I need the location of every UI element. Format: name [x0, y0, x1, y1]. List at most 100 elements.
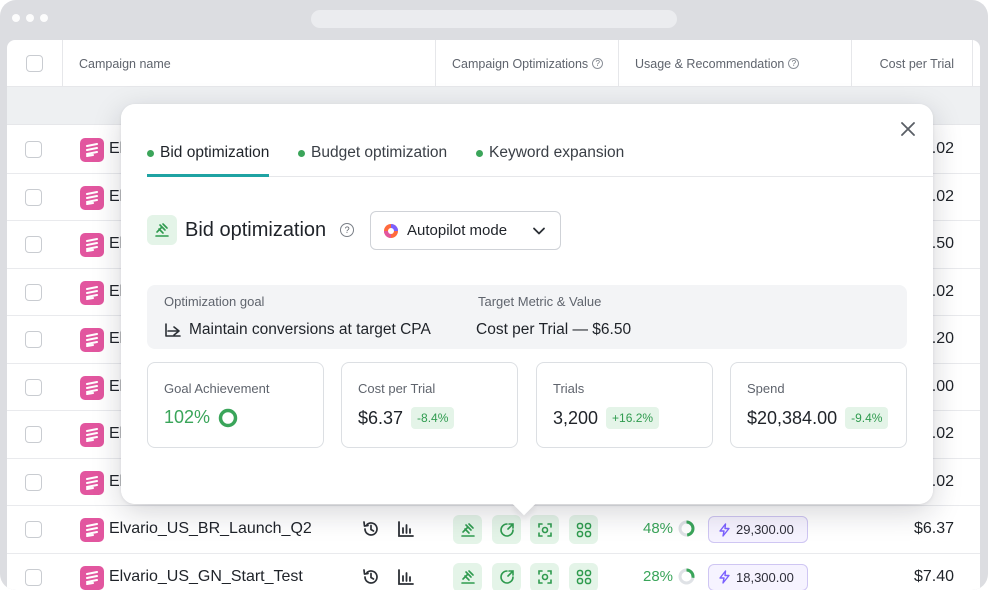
target-value: Cost per Trial — $6.50 [476, 321, 632, 338]
window-dot[interactable] [26, 14, 34, 22]
table-row[interactable]: El .02 [7, 459, 980, 506]
campaign-name[interactable]: El [109, 282, 124, 300]
metric-value: 102% [164, 407, 238, 428]
header-label: Usage & Recommendation [635, 56, 785, 71]
target-label: Target Metric & Value [478, 294, 602, 309]
metric-label: Trials [553, 381, 585, 396]
goal-text: Maintain conversions at target CPA [189, 321, 431, 338]
info-icon[interactable]: ? [340, 223, 355, 237]
metric-number: 3,200 [553, 407, 599, 428]
brand-logo-icon [80, 565, 104, 590]
row-checkbox[interactable] [25, 236, 42, 253]
table-row[interactable]: Elvario_US_BR_Launch_Q2 48% 29,300.00 $6.37 [7, 506, 980, 554]
keyword-icon[interactable] [530, 562, 559, 590]
campaign-name[interactable]: El [109, 377, 124, 395]
progress-ring-icon [218, 408, 238, 427]
metric-label: Spend [747, 381, 785, 396]
row-checkbox[interactable] [25, 426, 42, 443]
goal-label: Optimization goal [164, 294, 265, 309]
row-checkbox[interactable] [25, 331, 42, 348]
tab-budget-optimization[interactable]: Budget optimization [298, 144, 447, 177]
header-label: Cost per Trial [879, 56, 954, 71]
header-usage-recommendation[interactable]: Usage & Recommendation ? [619, 40, 852, 87]
status-dot-icon [476, 150, 483, 157]
row-checkbox[interactable] [25, 141, 42, 158]
optimization-tabs: Bid optimization Budget optimization Key… [147, 132, 933, 177]
header-cost-per-trial[interactable]: Cost per Trial [852, 40, 973, 87]
budget-icon[interactable] [492, 562, 521, 590]
cost-per-trial-value: .02 [931, 472, 954, 490]
campaign-name[interactable]: El [109, 140, 124, 157]
row-checkbox[interactable] [25, 521, 42, 538]
tab-keyword-expansion[interactable]: Keyword expansion [476, 144, 624, 177]
cost-per-trial-value: .02 [931, 140, 954, 157]
mode-value: Autopilot mode [407, 222, 508, 239]
goal-arrow-icon [165, 323, 181, 337]
row-checkbox[interactable] [25, 568, 42, 586]
cost-per-trial-value: $7.40 [913, 567, 954, 585]
gavel-icon[interactable] [453, 562, 482, 590]
header-campaign-name[interactable]: Campaign name [63, 40, 436, 87]
bar-chart-icon[interactable] [395, 566, 417, 588]
history-icon[interactable] [360, 566, 382, 588]
bar-chart-icon[interactable] [395, 518, 417, 540]
campaign-name[interactable]: El [109, 187, 124, 205]
campaign-name[interactable]: El [109, 425, 124, 442]
tab-label: Bid optimization [160, 144, 270, 161]
grid-icon[interactable] [569, 515, 598, 544]
cost-per-trial-value: .20 [931, 330, 954, 347]
row-checkbox[interactable] [25, 188, 42, 206]
delta-badge: -9.4% [845, 407, 889, 429]
mode-dropdown[interactable]: Autopilot mode [370, 211, 561, 250]
tab-bid-optimization[interactable]: Bid optimization [147, 144, 270, 177]
chevron-down-icon [533, 227, 545, 235]
budget-icon[interactable] [492, 515, 521, 544]
campaign-name[interactable]: El [109, 235, 124, 252]
cost-per-trial-value: .02 [931, 282, 954, 300]
gavel-icon[interactable] [453, 515, 482, 544]
header-label: Campaign Optimizations [452, 56, 589, 71]
status-dot-icon [147, 150, 154, 157]
cost-per-trial-value: .50 [931, 235, 954, 252]
window-dot[interactable] [40, 14, 48, 22]
header-campaign-optimizations[interactable]: Campaign Optimizations ? [436, 40, 619, 87]
header-label: Campaign name [79, 56, 171, 71]
brand-logo-icon [80, 280, 104, 305]
campaign-name[interactable]: El [109, 472, 124, 490]
window-controls [12, 14, 48, 22]
cost-per-trial-value: .02 [931, 187, 954, 205]
campaign-name[interactable]: Elvario_US_GN_Start_Test [109, 567, 303, 585]
section-title: Bid optimization [185, 218, 327, 241]
cost-per-trial-value: .00 [931, 377, 954, 395]
cost-per-trial-value: $6.37 [913, 520, 954, 537]
recommendation-value: 29,300.00 [736, 522, 794, 537]
brand-logo-icon [80, 423, 104, 447]
row-checkbox[interactable] [25, 473, 42, 491]
goal-panel: Optimization goal Maintain conversions a… [147, 285, 907, 349]
select-all-checkbox[interactable] [26, 55, 43, 72]
table-row[interactable]: Elvario_US_GN_Start_Test 28% 18,300.00 $7.4… [7, 554, 980, 590]
usage-indicator: 48% [643, 520, 695, 537]
close-button[interactable] [897, 118, 919, 140]
metric-goal-achievement: Goal Achievement 102% [147, 362, 324, 448]
info-icon[interactable]: ? [592, 58, 604, 69]
metric-number: $6.37 [358, 407, 404, 428]
gavel-icon [147, 215, 177, 245]
recommendation-badge[interactable]: 18,300.00 [708, 563, 808, 590]
recommendation-badge[interactable]: 29,300.00 [708, 516, 808, 543]
info-icon[interactable]: ? [788, 58, 800, 69]
campaign-name[interactable]: Elvario_US_BR_Launch_Q2 [109, 520, 312, 537]
grid-icon[interactable] [569, 562, 598, 590]
row-checkbox[interactable] [25, 378, 42, 396]
campaign-name[interactable]: El [109, 330, 124, 347]
metric-value: $6.37 -8.4% [358, 407, 455, 429]
window-dot[interactable] [12, 14, 20, 22]
keyword-icon[interactable] [530, 515, 559, 544]
delta-badge: +16.2% [606, 407, 660, 429]
address-bar[interactable] [311, 10, 677, 28]
usage-percent: 48% [643, 520, 674, 537]
row-checkbox[interactable] [25, 283, 42, 301]
history-icon[interactable] [360, 518, 382, 540]
tab-label: Budget optimization [311, 144, 448, 161]
